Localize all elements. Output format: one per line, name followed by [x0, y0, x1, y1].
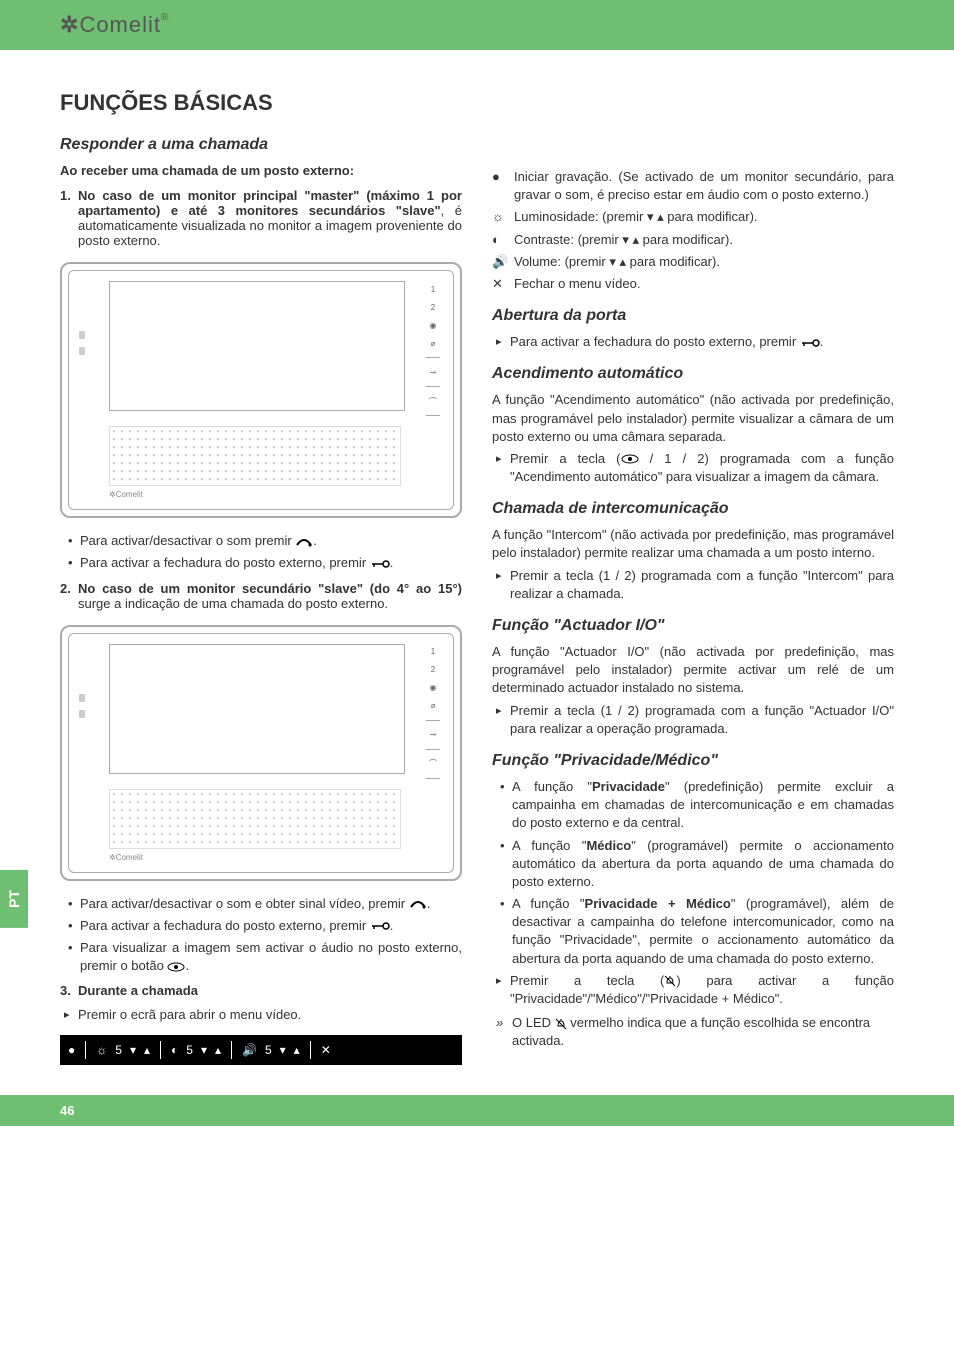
bullet-lock-2: Para activar a fechadura do posto extern…	[68, 917, 462, 935]
page-number: 46	[60, 1103, 74, 1118]
bell-off-icon	[664, 975, 676, 987]
led-note: O LED vermelho indica que a função escol…	[496, 1014, 894, 1050]
speaker-grille	[109, 789, 401, 849]
section-acendimento: Acendimento automático	[492, 365, 894, 383]
section-privacidade: Função "Privacidade/Médico"	[492, 752, 894, 770]
section-actuador: Função "Actuador I/O"	[492, 617, 894, 635]
device-side-icons: 1 2 ◉ ⌀ ⊸ ⌒	[423, 644, 443, 781]
action-actuador: Premir a tecla (1 / 2) programada com a …	[496, 702, 894, 738]
volume-icon: 🔊	[492, 253, 508, 271]
volume-value: 5	[265, 1043, 272, 1057]
menu-desc-record: ● Iniciar gravação. (Se activado de um m…	[492, 168, 894, 204]
brightness-icon: ☼	[492, 208, 504, 226]
section-abertura: Abertura da porta	[492, 307, 894, 325]
menu-desc-close: ✕ Fechar o menu vídeo.	[492, 275, 894, 293]
key-icon	[370, 559, 390, 569]
eye-icon	[167, 962, 185, 972]
action-acendimento: Premir a tecla ( / 1 / 2) programada com…	[496, 450, 894, 486]
close-icon: ✕	[321, 1043, 331, 1057]
section-responder: Responder a uma chamada	[60, 136, 462, 154]
header-bar: ✲Comelit®	[0, 0, 954, 50]
para-acendimento: A função "Acendimento automático" (não a…	[492, 391, 894, 446]
bullet-priv-medico: A função "Privacidade + Médico" (program…	[500, 895, 894, 968]
device-side-icons: 1 2 ◉ ⌀ ⊸ ⌒	[423, 281, 443, 418]
volume-icon: 🔊	[242, 1043, 257, 1057]
record-icon: ●	[68, 1043, 75, 1057]
up-icon: ▴	[215, 1043, 221, 1057]
key-icon	[370, 921, 390, 931]
bullet-sound: Para activar/desactivar o som premir .	[68, 532, 462, 550]
handset-icon: ⌒	[429, 395, 437, 407]
video-menu-bar: ● ☼ 5 ▾ ▴ ◐ 5 ▾ ▴ 🔊 5 ▾ ▴ ✕	[60, 1035, 462, 1065]
speaker-grille	[109, 426, 401, 486]
action-open-door: Para activar a fechadura do posto extern…	[496, 333, 894, 351]
key-icon: ⊸	[430, 729, 437, 741]
language-tab: PT	[0, 870, 28, 928]
action-open-menu: Premir o ecrã para abrir o menu vídeo.	[64, 1006, 462, 1024]
down-icon: ▾	[201, 1043, 207, 1057]
bullet-privacidade: A função "Privacidade" (predefinição) pe…	[500, 778, 894, 833]
sub-heading: Ao receber uma chamada de um posto exter…	[60, 162, 462, 180]
close-icon: ✕	[492, 275, 503, 293]
page-footer: 46	[0, 1095, 954, 1126]
para-actuador: A função "Actuador I/O" (não activada po…	[492, 643, 894, 698]
device-brand: ✲Comelit	[109, 490, 443, 499]
menu-desc-contrast: ◐ Contraste: (premir ▾ ▴ para modificar)…	[492, 231, 894, 249]
ordered-item-2: 2. No caso de um monitor secundário "sla…	[60, 581, 462, 611]
up-icon: ▴	[294, 1043, 300, 1057]
menu-desc-volume: 🔊 Volume: (premir ▾ ▴ para modificar).	[492, 253, 894, 271]
brand-logo: ✲Comelit®	[60, 12, 169, 38]
bullet-lock: Para activar a fechadura do posto extern…	[68, 554, 462, 572]
right-column: ● Iniciar gravação. (Se activado de um m…	[492, 90, 894, 1075]
eye-icon	[621, 454, 639, 464]
handset-icon: ⌒	[429, 758, 437, 770]
contrast-value: 5	[186, 1043, 193, 1057]
bullet-medico: A função "Médico" (programável) permite …	[500, 837, 894, 892]
brightness-value: 5	[115, 1043, 122, 1057]
down-icon: ▾	[280, 1043, 286, 1057]
handset-icon	[295, 537, 313, 547]
device-screen	[109, 644, 405, 774]
section-intercom: Chamada de intercomunicação	[492, 500, 894, 518]
key-icon	[800, 338, 820, 348]
contrast-icon: ◐	[171, 1043, 178, 1057]
para-intercom: A função "Intercom" (não activada por pr…	[492, 526, 894, 562]
record-icon: ●	[492, 168, 500, 186]
handset-icon	[409, 899, 427, 909]
contrast-icon: ◐	[492, 231, 500, 249]
eye-icon: ◉	[430, 319, 437, 331]
page-content: FUNÇÕES BÁSICAS Responder a uma chamada …	[0, 50, 954, 1095]
bullet-sound-video: Para activar/desactivar o som e obter si…	[68, 895, 462, 913]
action-privacidade: Premir a tecla () para activar a função …	[496, 972, 894, 1008]
device-figure-2: 1 2 ◉ ⌀ ⊸ ⌒ ✲Comelit	[60, 625, 462, 881]
down-icon: ▾	[130, 1043, 136, 1057]
up-icon: ▴	[144, 1043, 150, 1057]
device-figure-1: 1 2 ◉ ⌀ ⊸ ⌒ ✲Comelit	[60, 262, 462, 518]
brightness-icon: ☼	[96, 1043, 107, 1057]
ordered-item-1: 1. No caso de um monitor principal "mast…	[60, 188, 462, 248]
bullet-view: Para visualizar a imagem sem activar o á…	[68, 939, 462, 975]
device-brand: ✲Comelit	[109, 853, 443, 862]
eye-icon: ◉	[430, 682, 437, 694]
bell-off-icon	[555, 1018, 567, 1030]
action-intercom: Premir a tecla (1 / 2) programada com a …	[496, 567, 894, 603]
bell-off-icon: ⌀	[431, 700, 436, 712]
page-title: FUNÇÕES BÁSICAS	[60, 90, 462, 116]
menu-desc-brightness: ☼ Luminosidade: (premir ▾ ▴ para modific…	[492, 208, 894, 226]
ordered-item-3: 3. Durante a chamada	[60, 983, 462, 998]
left-column: FUNÇÕES BÁSICAS Responder a uma chamada …	[60, 90, 462, 1075]
bell-off-icon: ⌀	[431, 337, 436, 349]
key-icon: ⊸	[430, 366, 437, 378]
device-screen	[109, 281, 405, 411]
